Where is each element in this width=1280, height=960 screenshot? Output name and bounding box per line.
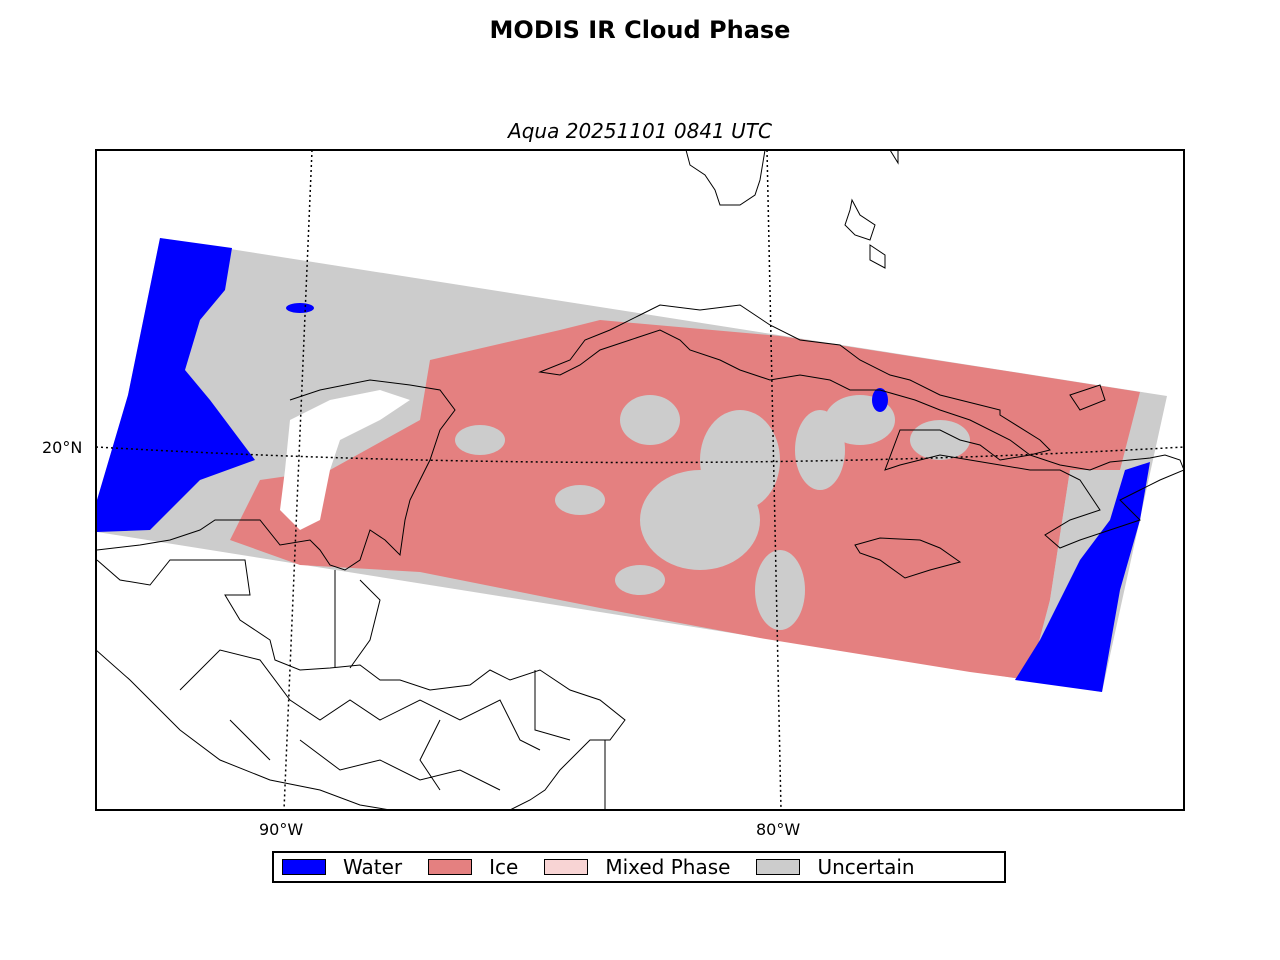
lat-label-20n: 20°N xyxy=(42,438,83,457)
florida-coast xyxy=(685,150,766,206)
ice-swatch xyxy=(428,859,473,875)
cuba-coast xyxy=(538,304,1051,456)
legend-label: Uncertain xyxy=(817,855,915,879)
bahamas-coast xyxy=(844,150,899,269)
yucatan-coast xyxy=(96,379,456,571)
legend-label: Water xyxy=(343,855,403,879)
lon-label-90w: 90°W xyxy=(259,820,304,839)
hispaniola-coast xyxy=(884,384,1184,549)
legend-label: Ice xyxy=(489,855,519,879)
meridian-80w xyxy=(766,150,782,810)
uncertain-patches xyxy=(455,395,1120,675)
mixed-phase-swatch xyxy=(544,859,589,875)
legend-label: Mixed Phase xyxy=(605,855,731,879)
central-america-borders xyxy=(96,559,626,810)
legend: Water Ice Mixed Phase Uncertain xyxy=(272,851,1006,883)
coastlines xyxy=(96,150,1184,810)
meridian-90w xyxy=(283,150,313,810)
water-swatch xyxy=(282,859,326,875)
parallel-20n xyxy=(96,446,1184,464)
legend-item-mixed-phase: Mixed Phase xyxy=(544,855,730,879)
lon-label-80w: 80°W xyxy=(756,820,801,839)
water-patches xyxy=(97,238,1150,692)
legend-item-ice: Ice xyxy=(428,855,518,879)
figure-title: MODIS IR Cloud Phase xyxy=(489,16,791,44)
figure-subtitle: Aqua 20251101 0841 UTC xyxy=(508,119,772,143)
uncertain-swatch xyxy=(756,859,801,875)
jamaica-coast xyxy=(854,537,962,579)
legend-item-uncertain: Uncertain xyxy=(756,855,915,879)
map-frame xyxy=(95,149,1185,811)
legend-item-water: Water xyxy=(282,855,402,879)
graticule xyxy=(96,150,1184,810)
clear-patch xyxy=(280,390,410,530)
